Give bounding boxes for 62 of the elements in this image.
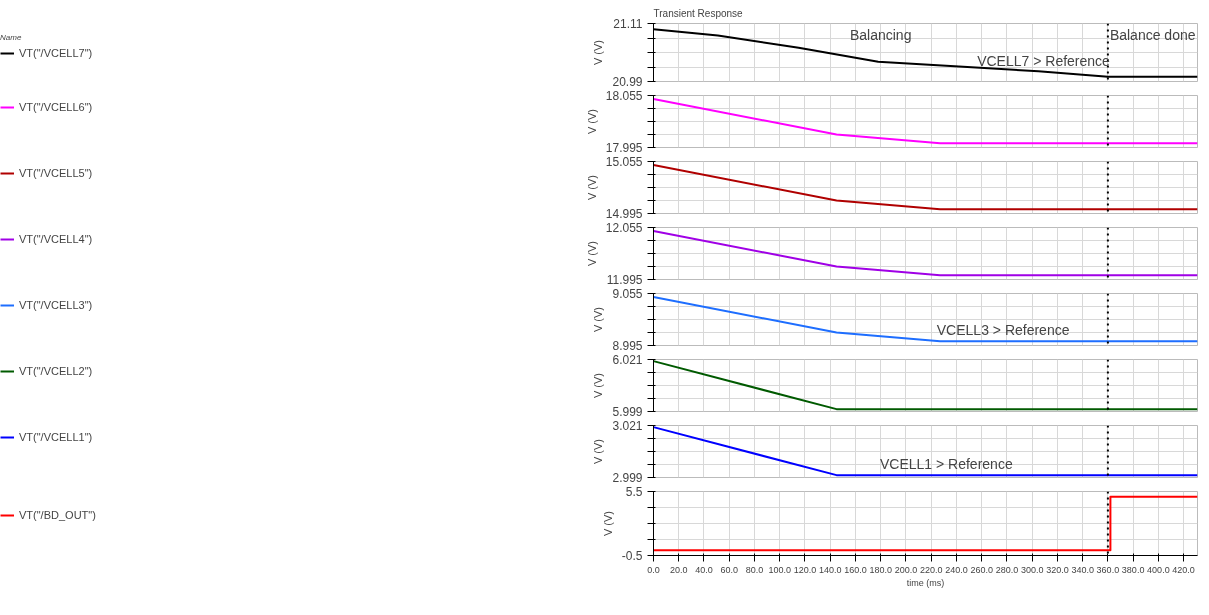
y-tick-label: 17.995 (605, 141, 643, 155)
x-tick-label: 280.0 (995, 564, 1019, 575)
legend-label: VT("/VCELL2") (19, 365, 93, 377)
x-tick-label: 120.0 (793, 564, 817, 575)
y-tick-label: 18.055 (605, 89, 643, 103)
y-tick-label: 21.11 (613, 17, 643, 31)
x-tick-label: 260.0 (970, 564, 993, 575)
y-axis-title: V (V) (592, 306, 605, 333)
legend-title: Name (0, 33, 23, 42)
x-tick-label: 420.0 (1172, 564, 1195, 575)
y-axis-title: V (V) (601, 510, 614, 537)
y-tick-label: 3.021 (612, 419, 643, 433)
y-axis-title: V (V) (585, 240, 598, 267)
y-tick-label: 9.055 (612, 287, 643, 301)
y-tick-label: -0.5 (621, 549, 643, 563)
x-tick-label: 40.0 (695, 564, 713, 575)
x-tick-label: 140.0 (818, 564, 842, 575)
x-tick-label: 160.0 (844, 564, 867, 575)
y-tick-label: 5.999 (612, 405, 643, 419)
y-tick-label: 14.995 (605, 207, 643, 221)
x-tick-label: 200.0 (894, 564, 918, 575)
y-tick-label: 12.055 (605, 221, 643, 235)
x-tick-label: 340.0 (1071, 564, 1094, 575)
y-axis-title: V (V) (585, 108, 598, 135)
x-tick-label: 60.0 (720, 564, 738, 575)
y-axis-title: V (V) (592, 438, 605, 465)
legend-label: VT("/VCELL3") (19, 299, 93, 311)
x-tick-label: 0.0 (647, 564, 660, 575)
x-tick-label: 300.0 (1020, 564, 1044, 575)
y-tick-label: 8.995 (612, 339, 643, 353)
x-tick-label: 80.0 (745, 564, 764, 575)
y-tick-label: 5.5 (625, 485, 643, 499)
y-axis-title: V (V) (592, 39, 605, 66)
x-tick-label: 20.0 (669, 564, 688, 575)
annotation: VCELL3 > Reference (936, 322, 1070, 339)
legend-label: VT("/VCELL7") (19, 47, 93, 59)
x-tick-label: 400.0 (1147, 564, 1170, 575)
x-tick-label: 320.0 (1046, 564, 1069, 575)
annotation: VCELL7 > Reference (977, 52, 1111, 69)
x-tick-label: 100.0 (768, 564, 791, 575)
y-tick-label: 2.999 (612, 471, 643, 485)
y-axis-title: V (V) (592, 372, 605, 399)
y-tick-label: 6.021 (612, 353, 643, 367)
y-tick-label: 11.995 (606, 273, 643, 287)
annotation: Balancing (849, 26, 912, 43)
x-tick-label: 360.0 (1096, 564, 1120, 575)
chart-title: Transient Response (653, 7, 744, 19)
legend-label: VT("/VCELL4") (19, 233, 93, 245)
legend-label: VT("/VCELL5") (19, 167, 93, 179)
x-tick-label: 180.0 (869, 564, 892, 575)
legend-label: VT("/VCELL6") (19, 101, 93, 113)
x-tick-label: 240.0 (945, 564, 968, 575)
x-axis-title: time (ms) (906, 577, 945, 588)
x-tick-label: 220.0 (919, 564, 943, 575)
y-tick-label: 20.99 (612, 75, 643, 89)
legend-label: VT("/VCELL1") (19, 431, 93, 443)
annotation: Balance done (1109, 26, 1196, 43)
y-axis-title: V (V) (585, 174, 598, 201)
legend-label: VT("/BD_OUT") (19, 509, 96, 521)
annotation: VCELL1 > Reference (879, 456, 1013, 473)
x-tick-label: 380.0 (1121, 564, 1145, 575)
y-tick-label: 15.055 (605, 155, 643, 169)
